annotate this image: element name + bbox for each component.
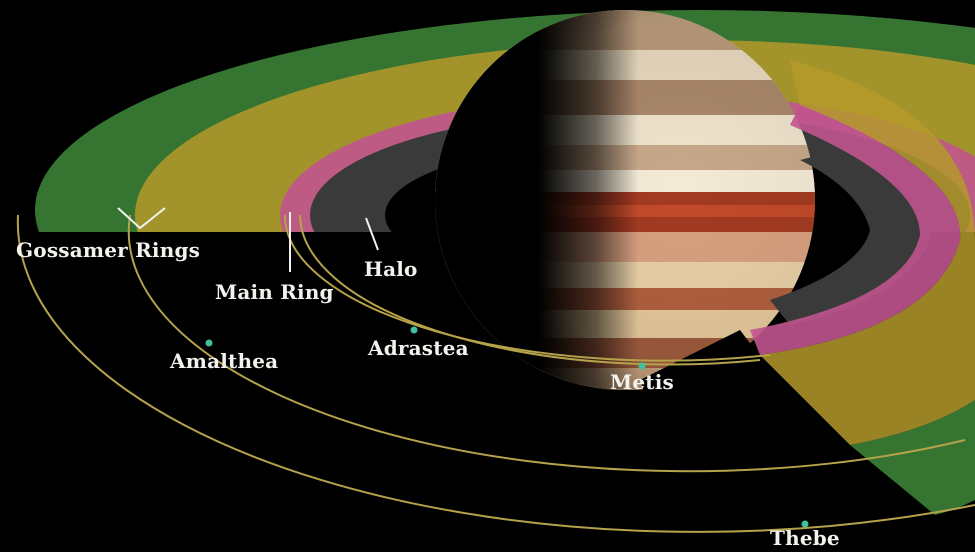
amalthea-orbit	[127, 214, 966, 473]
gossamer-pointer	[117, 207, 166, 230]
thebe-label: Thebe	[770, 526, 840, 550]
shadow-wedge-overlay	[640, 330, 880, 552]
jupiter-planet	[435, 10, 815, 390]
adrastea-label: Adrastea	[368, 336, 469, 360]
metis-orbit	[299, 214, 761, 366]
main-ring-label: Main Ring	[215, 280, 334, 304]
adrastea-marker	[410, 326, 418, 334]
metis-label: Metis	[610, 370, 674, 394]
halo-pointer	[365, 217, 379, 251]
gossamer-rings-label: Gossamer Rings	[16, 238, 201, 262]
gossamer-outer-right-band	[850, 400, 975, 515]
main-ring-right-band	[750, 105, 961, 355]
gossamer-inner-right-band	[760, 60, 975, 445]
halo-label: Halo	[364, 257, 418, 281]
metis-marker	[638, 362, 646, 370]
amalthea-marker	[205, 339, 213, 347]
amalthea-label: Amalthea	[170, 349, 279, 373]
thebe-orbit	[16, 214, 975, 533]
thebe-marker	[801, 520, 809, 528]
